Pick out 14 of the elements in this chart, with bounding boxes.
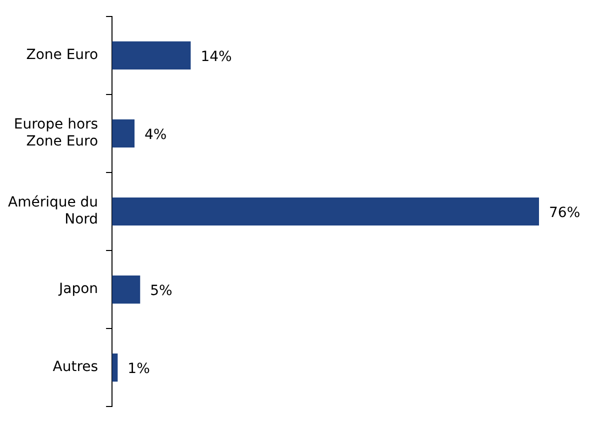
y-tick-label: Europe hors Zone Euro xyxy=(14,116,98,150)
data-label: 14% xyxy=(200,49,232,66)
data-label: 76% xyxy=(549,205,580,222)
bar xyxy=(112,119,135,148)
bar xyxy=(112,275,140,304)
data-label: 1% xyxy=(128,361,150,378)
bar xyxy=(112,41,191,70)
y-tick-label: Zone Euro xyxy=(26,47,98,64)
y-tick-label: Amérique du Nord xyxy=(8,194,98,228)
data-label: 4% xyxy=(144,127,167,144)
y-tick-label: Autres xyxy=(52,359,98,376)
data-label: 5% xyxy=(150,283,172,300)
bar xyxy=(112,197,539,226)
y-tick-label: Japon xyxy=(58,281,98,298)
